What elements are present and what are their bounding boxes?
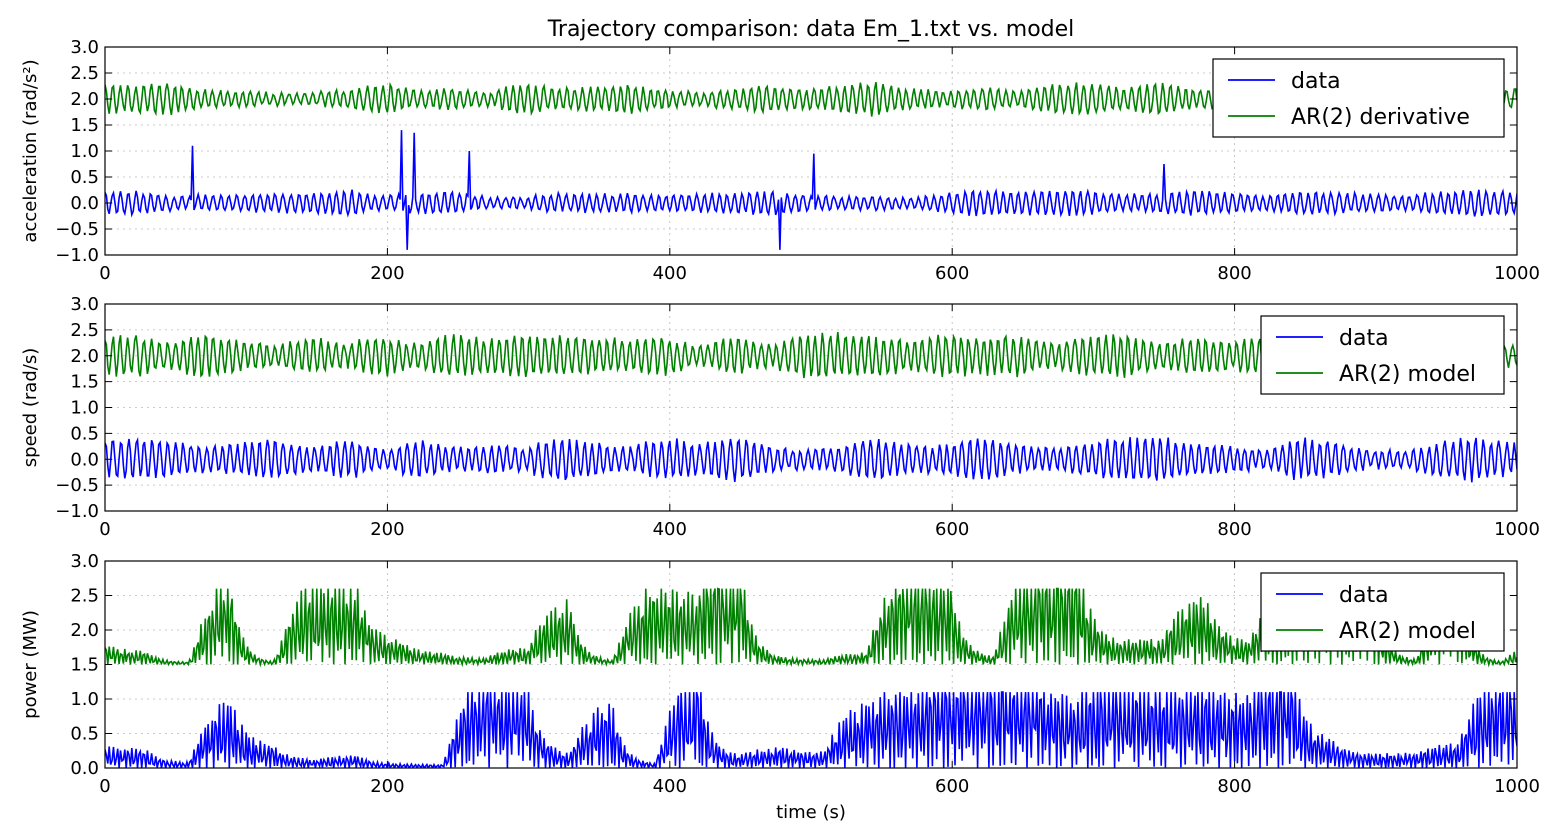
x-tick-label-power-5: 1000	[1494, 776, 1540, 797]
y-tick-label-power-4: 2.0	[70, 620, 99, 641]
y-axis-label-acceleration: acceleration (rad/s²)	[20, 59, 41, 242]
series-line-power-data	[105, 691, 1517, 768]
y-axis-label-power: power (MW)	[20, 610, 41, 719]
y-tick-label-power-6: 3.0	[70, 551, 99, 572]
legend-speed: data AR(2) model	[1260, 315, 1505, 395]
x-tick-label-acceleration-2: 400	[653, 263, 687, 284]
y-tick-label-power-3: 1.5	[70, 655, 99, 676]
y-tick-label-acceleration-6: 2.0	[70, 89, 99, 110]
legend-acceleration: data AR(2) derivative	[1212, 58, 1505, 138]
y-tick-label-speed-7: 2.5	[70, 320, 99, 341]
subplot-panels: −1.0−0.50.00.51.01.52.02.53.00 200 400 600 8…	[20, 37, 1540, 797]
y-tick-label-power-1: 0.5	[70, 724, 99, 745]
legend-label-power-1: AR(2) model	[1339, 619, 1476, 644]
y-tick-label-acceleration-8: 3.0	[70, 37, 99, 58]
subplot-acceleration: −1.0 −0.5 0.0 0.5 1.0 1.5 2.0 2.5 3.0 0 200 400 600 8…	[20, 37, 1540, 284]
y-tick-label-power-5: 2.5	[70, 586, 99, 607]
x-tick-label-speed-2: 400	[653, 519, 687, 540]
subplot-power: 0.0 0.5 1.0 1.5 2.0 2.5 3.0 0 200 400 600 800 1000 po…	[20, 551, 1540, 797]
x-tick-label-acceleration-0: 0	[99, 263, 110, 284]
legend-box-power	[1260, 572, 1505, 652]
y-tick-label-speed-4: 1.0	[70, 398, 99, 419]
y-tick-label-power-0: 0.0	[70, 758, 99, 779]
y-axis-label-speed: speed (rad/s)	[20, 348, 41, 467]
legend-label-acceleration-0: data	[1291, 69, 1341, 94]
y-tick-label-acceleration-0: −1.0	[55, 245, 99, 266]
subplot-speed: −1.0 −0.5 0.0 0.5 1.0 1.5 2.0 2.5 3.0 0 200 400 600 8…	[20, 294, 1540, 540]
x-tick-label-acceleration-5: 1000	[1494, 263, 1540, 284]
x-axis-label-time: time (s)	[776, 802, 846, 823]
x-tick-label-speed-0: 0	[99, 519, 110, 540]
x-tick-label-power-0: 0	[99, 776, 110, 797]
y-tick-label-speed-0: −1.0	[55, 501, 99, 522]
x-tick-label-acceleration-1: 200	[370, 263, 404, 284]
x-tick-label-acceleration-4: 800	[1217, 263, 1251, 284]
x-tick-label-power-3: 600	[935, 776, 969, 797]
legend-label-power-0: data	[1339, 583, 1389, 608]
y-tick-label-power-2: 1.0	[70, 689, 99, 710]
y-tick-label-speed-3: 0.5	[70, 423, 99, 444]
y-tick-label-acceleration-7: 2.5	[70, 63, 99, 84]
x-tick-label-speed-4: 800	[1217, 519, 1251, 540]
series-line-acceleration-data	[105, 130, 1517, 250]
legend-label-speed-0: data	[1339, 326, 1389, 351]
x-tick-label-acceleration-3: 600	[935, 263, 969, 284]
legend-box-speed	[1260, 315, 1505, 395]
series-line-speed-data	[105, 436, 1517, 483]
legend-label-speed-1: AR(2) model	[1339, 362, 1476, 387]
x-tick-label-power-4: 800	[1217, 776, 1251, 797]
y-tick-label-speed-8: 3.0	[70, 294, 99, 315]
y-tick-label-acceleration-1: −0.5	[55, 219, 99, 240]
y-tick-label-speed-1: −0.5	[55, 475, 99, 496]
legend-label-acceleration-1: AR(2) derivative	[1291, 105, 1470, 130]
x-tick-label-speed-5: 1000	[1494, 519, 1540, 540]
y-tick-label-acceleration-3: 0.5	[70, 167, 99, 188]
y-tick-label-acceleration-5: 1.5	[70, 115, 99, 136]
y-tick-label-speed-6: 2.0	[70, 346, 99, 367]
y-tick-label-speed-2: 0.0	[70, 449, 99, 470]
x-tick-label-speed-3: 600	[935, 519, 969, 540]
legend-power: data AR(2) model	[1260, 572, 1505, 652]
x-tick-label-power-2: 400	[653, 776, 687, 797]
x-tick-label-power-1: 200	[370, 776, 404, 797]
y-tick-label-acceleration-2: 0.0	[70, 193, 99, 214]
legend-box-acceleration	[1212, 58, 1505, 138]
figure-title: Trajectory comparison: data Em_1.txt vs.…	[547, 17, 1075, 42]
y-tick-label-acceleration-4: 1.0	[70, 141, 99, 162]
y-tick-label-speed-5: 1.5	[70, 372, 99, 393]
x-tick-label-speed-1: 200	[370, 519, 404, 540]
